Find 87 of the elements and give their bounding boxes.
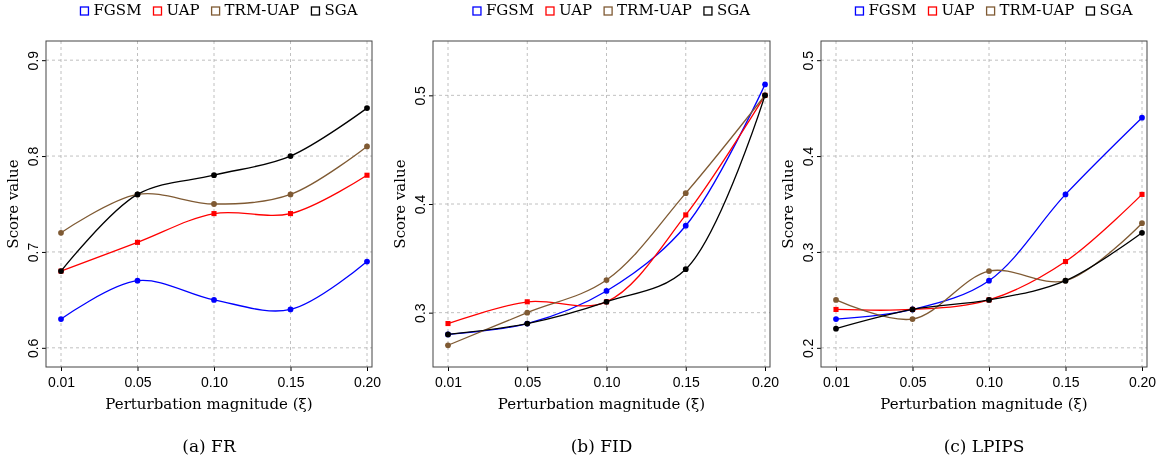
point	[909, 316, 916, 322]
x-tick-label: 0.20	[353, 373, 382, 390]
legend-label: TRM-UAP	[617, 1, 692, 19]
point	[1139, 220, 1145, 227]
point	[287, 153, 294, 159]
legend-label: SGA	[716, 1, 751, 19]
x-axis-title: Perturbation magnitude (ξ)	[105, 395, 313, 413]
y-tick-label: 0.5	[800, 50, 816, 71]
point	[445, 320, 451, 327]
point	[1062, 258, 1069, 265]
x-tick-label: 0.05	[899, 373, 927, 390]
point	[986, 277, 992, 284]
legend-label: UAP	[166, 1, 200, 19]
point	[364, 143, 370, 150]
y-tick-label: 0.7	[25, 242, 41, 263]
point	[986, 268, 992, 274]
x-tick-label: 0.20	[1128, 373, 1157, 390]
x-axis-title: Perturbation magnitude (ξ)	[880, 395, 1088, 413]
y-tick-label: 0.9	[25, 50, 41, 71]
point	[364, 172, 370, 178]
x-tick-label: 0.10	[593, 373, 621, 390]
text: (c) LPIPS	[943, 436, 1025, 456]
y-tick-label: 0.4	[800, 146, 816, 167]
point	[524, 309, 531, 316]
point	[833, 297, 839, 303]
point	[833, 325, 839, 332]
legend-label: UAP	[941, 1, 975, 19]
x-tick-label: 0.15	[1052, 373, 1080, 390]
y-tick-label: 0.3	[412, 303, 428, 323]
point	[603, 288, 610, 294]
legend-label: FGSM	[93, 1, 142, 19]
legend-label: TRM-UAP	[224, 1, 300, 19]
y-axis-title: Score value	[391, 159, 409, 249]
point	[682, 190, 689, 196]
y-tick-label: 0.4	[412, 194, 428, 215]
point	[762, 81, 768, 88]
y-tick-label: 0.3	[800, 242, 816, 263]
point	[134, 277, 141, 284]
x-tick-label: 0.20	[751, 373, 780, 390]
x-tick-label: 0.01	[434, 373, 463, 390]
point	[1139, 229, 1145, 236]
y-tick-label: 0.6	[25, 338, 41, 359]
y-axis-title: Score value	[779, 159, 797, 249]
point	[833, 306, 839, 313]
point	[364, 258, 370, 265]
point	[683, 212, 689, 218]
point	[682, 266, 689, 273]
point	[364, 105, 370, 111]
legend-label: TRM-UAP	[999, 1, 1075, 19]
y-tick-label: 0.2	[800, 338, 816, 359]
text: (b) FID	[570, 436, 633, 456]
x-tick-label: 0.05	[514, 373, 542, 390]
text: (a) FR	[182, 436, 237, 456]
point	[134, 239, 141, 245]
x-tick-label: 0.15	[277, 373, 305, 390]
point	[603, 277, 610, 283]
x-tick-label: 0.01	[47, 373, 76, 390]
point	[287, 306, 294, 313]
legend-label: UAP	[558, 1, 593, 19]
x-axis-title: Perturbation magnitude (ξ)	[497, 395, 706, 413]
point	[833, 316, 839, 322]
point	[211, 297, 217, 303]
y-axis-title: Score value	[4, 159, 22, 249]
point	[58, 316, 64, 322]
x-tick-label: 0.15	[672, 373, 701, 390]
x-tick-label: 0.10	[200, 373, 229, 390]
point	[58, 229, 64, 236]
point	[524, 299, 530, 305]
legend-label: SGA	[1099, 1, 1133, 19]
point	[1062, 191, 1069, 198]
point	[445, 342, 451, 349]
point	[287, 191, 294, 198]
legend-label: SGA	[324, 1, 358, 19]
y-tick-label: 0.8	[25, 146, 41, 167]
point	[211, 201, 217, 207]
point	[287, 211, 294, 217]
legend-label: FGSM	[868, 1, 917, 19]
y-tick-label: 0.5	[412, 85, 428, 106]
x-tick-label: 0.05	[124, 373, 152, 390]
point	[211, 211, 217, 217]
point	[211, 172, 217, 179]
point	[682, 222, 689, 229]
x-tick-label: 0.01	[822, 373, 851, 390]
point	[1139, 191, 1145, 197]
legend-label: FGSM	[485, 1, 534, 19]
point	[1139, 114, 1145, 121]
x-tick-label: 0.10	[975, 373, 1004, 390]
